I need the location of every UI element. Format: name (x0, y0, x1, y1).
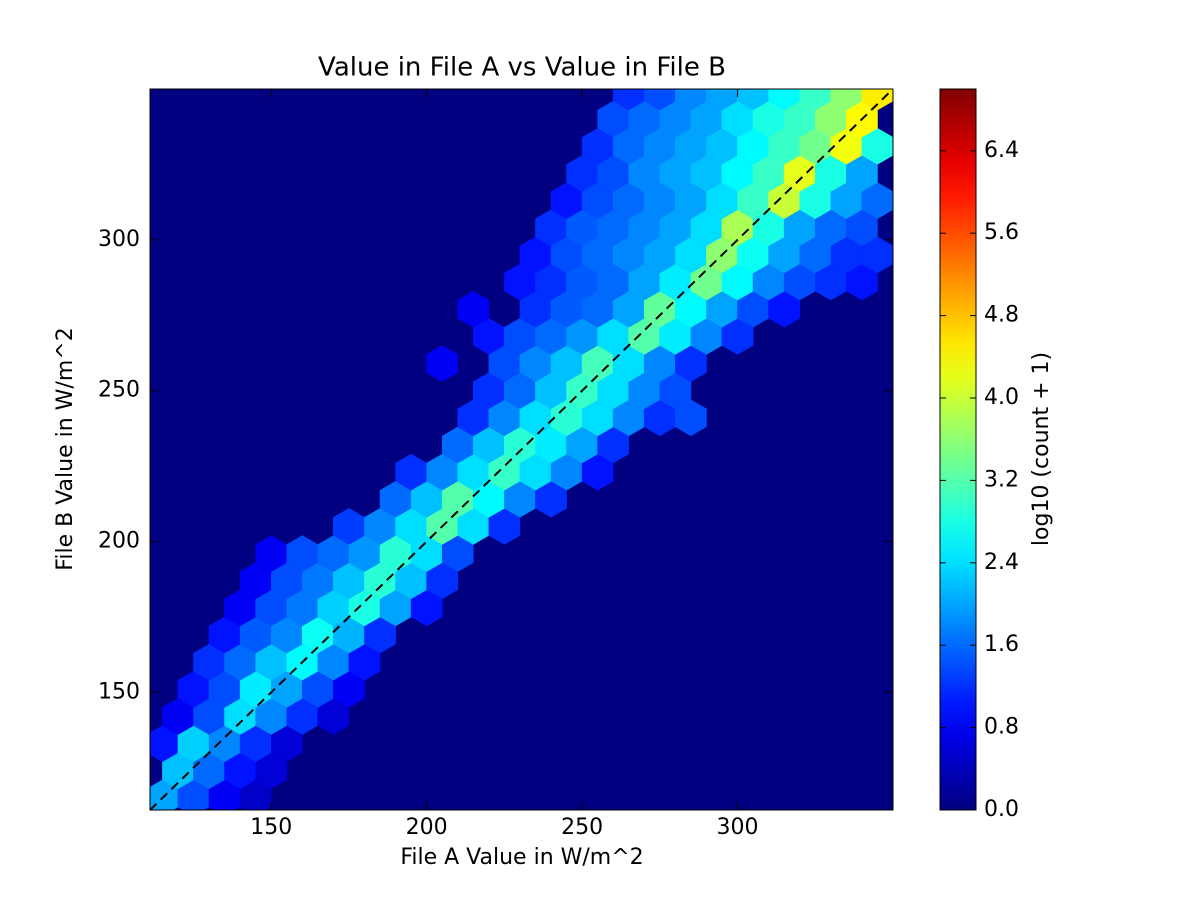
y-tick-label: 300 (98, 227, 140, 252)
colorbar-tick-label: 4.8 (984, 303, 1019, 328)
hex-cell (737, 89, 769, 111)
colorbar-tick-label: 1.6 (984, 632, 1019, 657)
x-tick-label: 250 (561, 815, 603, 840)
hex-cell (768, 89, 801, 111)
colorbar-label: log10 (count + 1) (1029, 352, 1054, 546)
hex-cell (799, 89, 832, 111)
hex-cell (457, 290, 490, 328)
colorbar-tick-label: 5.6 (984, 220, 1019, 245)
hex-cell (612, 89, 645, 111)
colorbar-tick-label: 3.2 (984, 467, 1019, 492)
colorbar-tick-label: 6.4 (984, 138, 1019, 163)
colorbar (939, 88, 977, 811)
hex-cell (643, 89, 676, 111)
x-axis-label: File A Value in W/m^2 (400, 845, 643, 870)
hex-cell (861, 89, 893, 111)
y-tick-label: 250 (98, 378, 140, 403)
x-tick-label: 300 (717, 815, 759, 840)
chart-title: Value in File A vs Value in File B (318, 53, 726, 83)
colorbar-tick-label: 2.4 (984, 550, 1019, 575)
y-tick-label: 200 (98, 529, 140, 554)
colorbar-tick-label: 4.0 (984, 385, 1019, 410)
colorbar-tick-label: 0.0 (984, 797, 1019, 822)
hex-cell (675, 89, 707, 111)
x-tick-label: 150 (250, 815, 292, 840)
y-axis-label: File B Value in W/m^2 (53, 327, 78, 570)
hex-cell (426, 345, 459, 382)
hex-cell (706, 89, 738, 111)
hex-cell (830, 89, 863, 111)
identity-line (150, 89, 893, 810)
x-tick-label: 200 (406, 815, 448, 840)
colorbar-tick-label: 0.8 (984, 715, 1019, 740)
plot-frame (149, 88, 894, 811)
y-tick-label: 150 (98, 679, 140, 704)
hex-layer (150, 89, 893, 810)
